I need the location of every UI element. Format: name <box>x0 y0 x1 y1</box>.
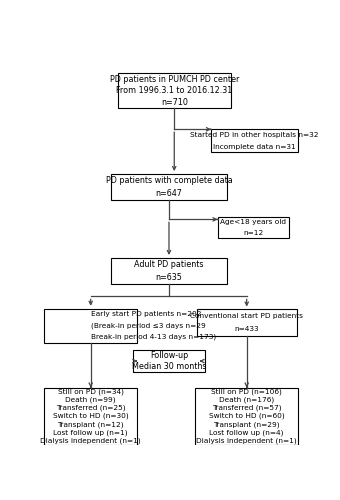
FancyBboxPatch shape <box>218 217 289 238</box>
FancyBboxPatch shape <box>111 174 227 200</box>
Text: n=647: n=647 <box>155 189 183 198</box>
FancyBboxPatch shape <box>44 308 137 342</box>
FancyBboxPatch shape <box>118 74 231 108</box>
Text: PD patients with complete data: PD patients with complete data <box>106 176 232 185</box>
Text: n=12: n=12 <box>243 230 264 236</box>
Text: Death (n=176): Death (n=176) <box>219 396 274 403</box>
Text: Still on PD (n=106): Still on PD (n=106) <box>211 388 282 395</box>
FancyBboxPatch shape <box>111 258 227 284</box>
Text: Median 30 months: Median 30 months <box>132 362 206 371</box>
Text: (Break-in period ≤3 days n=29: (Break-in period ≤3 days n=29 <box>91 322 205 329</box>
Text: Death (n=99): Death (n=99) <box>65 396 116 403</box>
Text: n=635: n=635 <box>155 273 183 282</box>
Text: Dialysis independent (n=1): Dialysis independent (n=1) <box>40 438 141 444</box>
Text: Incomplete data n=31: Incomplete data n=31 <box>213 144 296 150</box>
Text: Lost follow up (n=4): Lost follow up (n=4) <box>209 429 284 436</box>
Text: Started PD in other hospitals n=32: Started PD in other hospitals n=32 <box>190 132 319 138</box>
Text: Switch to HD (n=60): Switch to HD (n=60) <box>209 413 285 420</box>
FancyBboxPatch shape <box>197 310 297 336</box>
Text: Age<18 years old: Age<18 years old <box>220 219 286 225</box>
Text: PD patients in PUMCH PD center: PD patients in PUMCH PD center <box>109 74 239 84</box>
Text: Break-in period 4-13 days n=173): Break-in period 4-13 days n=173) <box>91 334 216 340</box>
FancyBboxPatch shape <box>195 388 298 444</box>
Text: Transplant (n=12): Transplant (n=12) <box>57 421 124 428</box>
Text: Early start PD patients n=202: Early start PD patients n=202 <box>91 312 201 318</box>
Text: Dialysis independent (n=1): Dialysis independent (n=1) <box>196 438 297 444</box>
Text: Adult PD patients: Adult PD patients <box>134 260 204 269</box>
Text: n=710: n=710 <box>161 98 188 107</box>
Text: From 1996.3.1 to 2016.12.31: From 1996.3.1 to 2016.12.31 <box>116 86 232 96</box>
Text: Switch to HD (n=30): Switch to HD (n=30) <box>53 413 129 420</box>
FancyBboxPatch shape <box>44 388 137 444</box>
Text: Transferred (n=57): Transferred (n=57) <box>212 404 282 411</box>
Text: Conventional start PD patients: Conventional start PD patients <box>190 313 303 319</box>
Text: n=433: n=433 <box>234 326 259 332</box>
Text: Transferred (n=25): Transferred (n=25) <box>56 404 125 411</box>
Text: Still on PD (n=34): Still on PD (n=34) <box>58 388 124 395</box>
Text: Lost follow up (n=1): Lost follow up (n=1) <box>53 429 128 436</box>
Text: Transplant (n=29): Transplant (n=29) <box>214 421 280 428</box>
Text: Follow-up: Follow-up <box>150 352 188 360</box>
FancyBboxPatch shape <box>211 130 298 152</box>
FancyBboxPatch shape <box>133 350 205 372</box>
